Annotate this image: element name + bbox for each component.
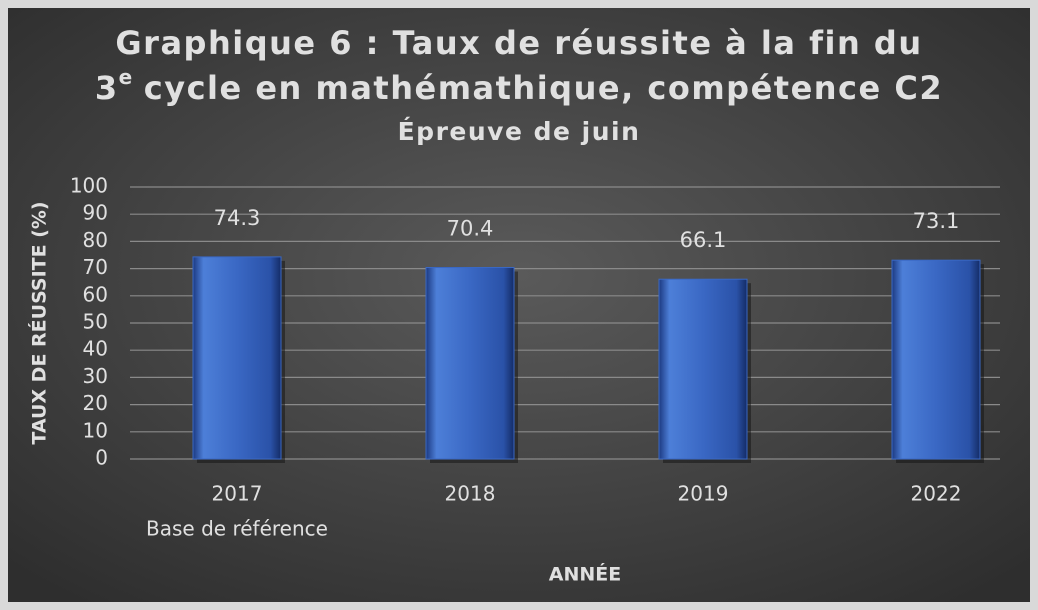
y-tick-label: 20 — [83, 391, 108, 415]
title-part: cycle en mathémathique, compétence C2 — [144, 69, 943, 107]
background — [8, 8, 1030, 602]
y-tick-label: 30 — [83, 364, 108, 388]
chart-title: 3e cycle en mathémathique, compétence C2 — [95, 65, 943, 108]
title-superscript: e — [119, 65, 134, 89]
data-label: 74.3 — [214, 206, 261, 230]
y-tick-label: 80 — [83, 228, 108, 252]
chart-subtitle: Épreuve de juin — [398, 117, 641, 146]
x-tick-label: 2017 — [212, 482, 263, 506]
x-tick-label: 2019 — [678, 482, 729, 506]
chart-title: Graphique 6 : Taux de réussite à la fin … — [115, 24, 922, 62]
title-part: 3 — [95, 69, 119, 107]
x-tick-label: 2022 — [911, 482, 962, 506]
bar — [891, 259, 981, 460]
y-tick-label: 70 — [83, 255, 108, 279]
y-tick-label: 0 — [95, 446, 108, 470]
y-tick-label: 100 — [70, 174, 108, 198]
x-tick-label: 2018 — [445, 482, 496, 506]
x-tick-sublabel: Base de référence — [146, 517, 328, 541]
x-axis-label: ANNÉE — [549, 563, 621, 586]
bar — [192, 256, 282, 460]
y-tick-label: 10 — [83, 418, 108, 442]
bar — [658, 278, 748, 460]
data-label: 73.1 — [913, 209, 960, 233]
y-tick-label: 60 — [83, 282, 108, 306]
y-tick-label: 40 — [83, 337, 108, 361]
data-label: 70.4 — [447, 217, 494, 241]
y-axis-label: TAUX DE RÉUSSITE (%) — [28, 201, 51, 444]
bar — [425, 267, 515, 460]
data-label: 66.1 — [680, 228, 727, 252]
y-tick-label: 50 — [83, 310, 108, 334]
y-tick-label: 90 — [83, 201, 108, 225]
